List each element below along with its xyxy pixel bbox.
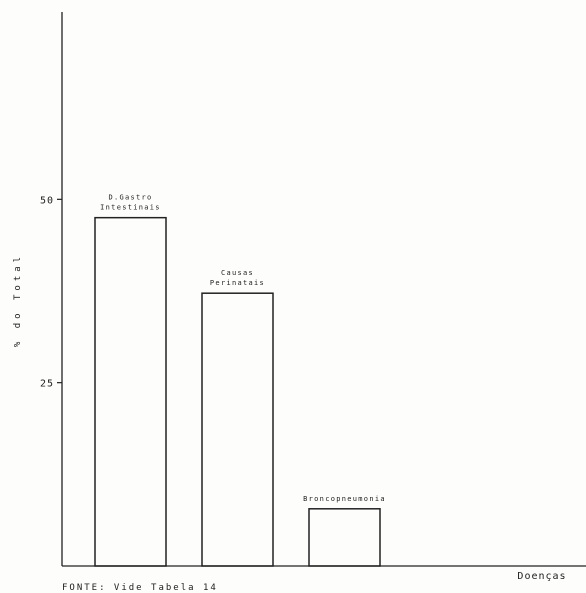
bar-label: Perinatais [210, 279, 265, 287]
bar-label: Intestinais [100, 204, 161, 212]
bar-labels: D.Gastro Intestinais Causas Perinatais Bronc… [100, 194, 386, 503]
bar-label: D.Gastro [108, 194, 152, 202]
y-axis-title: % do Total [13, 253, 23, 347]
bar [308, 508, 381, 567]
bar-label: Broncopneumonia [303, 495, 386, 503]
y-tick-label: 25 [40, 379, 54, 390]
axes [61, 12, 586, 567]
bar [94, 216, 167, 567]
bars [94, 216, 381, 567]
source-note: FONTE: Vide Tabela 14 [62, 583, 218, 593]
y-ticks: 25 50 [40, 195, 62, 390]
bar [201, 292, 274, 567]
y-tick-label: 50 [40, 195, 54, 206]
bar-label: Causas [221, 269, 254, 277]
x-axis-title: Doenças [517, 571, 566, 582]
